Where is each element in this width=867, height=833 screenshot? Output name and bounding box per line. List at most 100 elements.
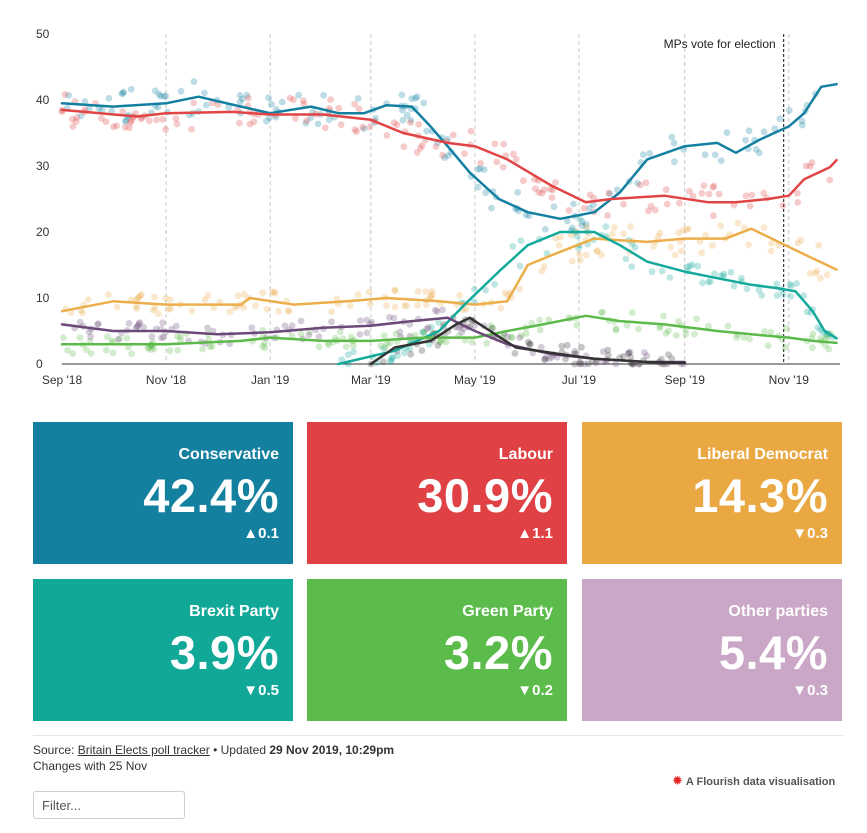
poll-dot bbox=[190, 78, 198, 85]
poll-dot bbox=[328, 308, 335, 316]
poll-dot bbox=[98, 114, 105, 122]
poll-dot bbox=[642, 179, 650, 187]
card-labour[interactable]: Labour 30.9% ▲1.1 bbox=[307, 422, 567, 564]
source-link[interactable]: Britain Elects poll tracker bbox=[77, 743, 210, 757]
poll-dot bbox=[647, 202, 655, 210]
poll-dot bbox=[79, 309, 86, 317]
card-brexit-party[interactable]: Brexit Party 3.9% ▼0.5 bbox=[33, 579, 293, 721]
poll-dot bbox=[709, 183, 717, 191]
poll-dot bbox=[173, 120, 181, 128]
poll-dot bbox=[823, 271, 831, 279]
poll-dot bbox=[671, 251, 679, 259]
poll-dot bbox=[102, 118, 110, 126]
poll-dot bbox=[733, 333, 740, 341]
poll-dot bbox=[504, 333, 512, 341]
poll-dot bbox=[418, 347, 426, 354]
poll-dot bbox=[720, 270, 728, 278]
poll-dot bbox=[471, 285, 478, 293]
poll-dot bbox=[779, 291, 787, 298]
poll-dot bbox=[555, 241, 563, 249]
poll-dot bbox=[491, 140, 499, 148]
poll-dot bbox=[710, 182, 718, 190]
y-tick-label: 30 bbox=[36, 159, 50, 173]
poll-dot bbox=[738, 274, 745, 282]
poll-dot bbox=[768, 240, 775, 247]
poll-dot bbox=[69, 123, 77, 130]
poll-dot bbox=[307, 114, 314, 122]
filter-input[interactable] bbox=[33, 791, 185, 819]
poll-dot bbox=[776, 115, 784, 122]
poll-dot bbox=[752, 146, 760, 153]
poll-dot bbox=[689, 192, 697, 200]
poll-dot bbox=[514, 188, 522, 196]
poll-dot bbox=[94, 321, 102, 328]
poll-dot bbox=[386, 314, 393, 321]
poll-dot bbox=[793, 189, 801, 197]
poll-dot bbox=[476, 165, 484, 173]
poll-dot bbox=[474, 165, 482, 173]
y-tick-label: 0 bbox=[36, 357, 43, 371]
poll-dot bbox=[568, 224, 576, 232]
poll-dot bbox=[145, 117, 153, 125]
poll-dot bbox=[585, 360, 592, 368]
poll-dot bbox=[436, 338, 444, 346]
poll-dot bbox=[612, 326, 620, 334]
poll-dot bbox=[679, 226, 687, 234]
poll-dot bbox=[127, 85, 135, 93]
poll-dot bbox=[420, 329, 427, 336]
poll-dot bbox=[82, 346, 90, 354]
poll-dot bbox=[85, 328, 93, 336]
poll-dot bbox=[444, 136, 451, 143]
source-prefix: Source: bbox=[33, 743, 78, 757]
card-other-parties[interactable]: Other parties 5.4% ▼0.3 bbox=[582, 579, 842, 721]
poll-dot bbox=[399, 116, 407, 124]
card-green-party[interactable]: Green Party 3.2% ▼0.2 bbox=[307, 579, 567, 721]
card-conservative[interactable]: Conservative 42.4% ▲0.1 bbox=[33, 422, 293, 564]
poll-dot bbox=[428, 291, 436, 298]
poll-dot bbox=[691, 330, 698, 338]
poll-dot bbox=[398, 91, 406, 99]
poll-dot bbox=[417, 144, 424, 152]
poll-dot bbox=[407, 116, 415, 124]
poll-dot bbox=[349, 342, 357, 350]
poll-dot bbox=[360, 125, 368, 132]
poll-dot bbox=[660, 312, 667, 320]
poll-dot bbox=[665, 327, 672, 335]
poll-dot bbox=[622, 255, 630, 263]
poll-dot bbox=[162, 294, 169, 302]
poll-dot bbox=[122, 116, 130, 124]
poll-dot bbox=[558, 342, 566, 350]
poll-dot bbox=[667, 243, 675, 251]
poll-dot bbox=[783, 325, 791, 332]
poll-dot bbox=[328, 318, 335, 326]
poll-dot bbox=[201, 296, 209, 303]
poll-dot bbox=[631, 244, 639, 251]
poll-dot bbox=[297, 317, 305, 325]
poll-dot bbox=[401, 302, 408, 309]
poll-dot bbox=[688, 261, 696, 269]
card-liberal-democrat[interactable]: Liberal Democrat 14.3% ▼0.3 bbox=[582, 422, 842, 564]
poll-dot bbox=[295, 91, 302, 99]
poll-dot bbox=[314, 120, 322, 128]
poll-dot bbox=[546, 355, 553, 362]
poll-dot bbox=[541, 226, 549, 233]
poll-dot bbox=[392, 330, 400, 337]
card-change: ▲0.1 bbox=[243, 525, 279, 542]
poll-dot bbox=[628, 263, 636, 270]
poll-dot bbox=[580, 204, 588, 212]
poll-dot bbox=[645, 207, 652, 215]
poll-dot bbox=[115, 336, 122, 343]
poll-dot bbox=[151, 304, 159, 312]
poll-dot bbox=[579, 218, 586, 226]
poll-dot bbox=[302, 119, 310, 127]
poll-dot bbox=[432, 143, 440, 151]
poll-dot bbox=[576, 215, 584, 223]
poll-dot bbox=[545, 316, 553, 324]
poll-dot bbox=[517, 237, 525, 245]
flourish-credit[interactable]: ✹ A Flourish data visualisation bbox=[672, 773, 835, 789]
poll-dot bbox=[206, 343, 214, 351]
poll-dot bbox=[548, 194, 556, 202]
poll-dot bbox=[275, 307, 282, 315]
poll-dot bbox=[755, 149, 763, 157]
poll-dot bbox=[811, 270, 819, 277]
